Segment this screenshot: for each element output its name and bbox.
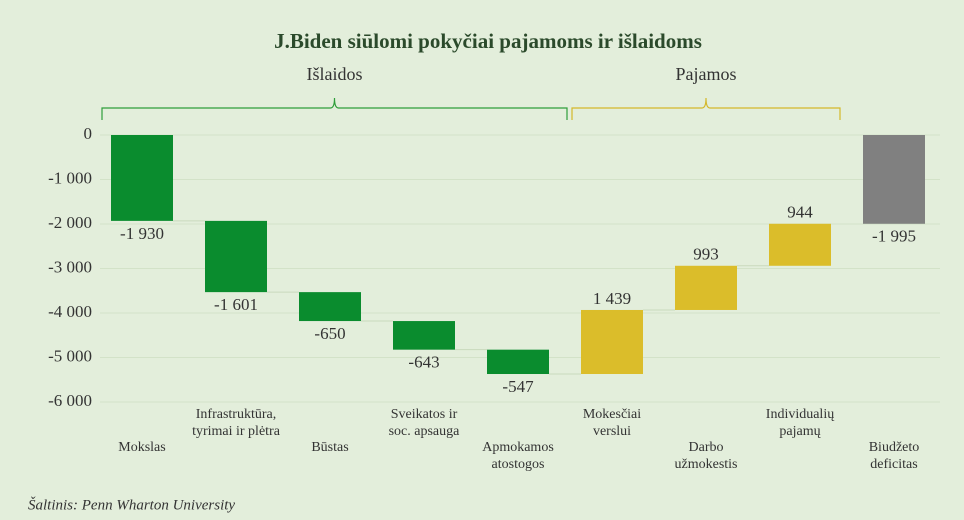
value-label: -1 601 [214,295,258,314]
x-tick-label: Individualių pajamų [766,407,834,439]
bar [393,321,455,350]
x-tick-label: Sveikatos ir soc. apsauga [389,407,461,439]
value-label: -650 [314,324,345,343]
value-label: 1 439 [593,289,631,308]
x-tick-label: Infrastruktūra, tyrimai ir plėtra [192,407,281,439]
bar [581,309,643,375]
chart-title: J.Biden siūlomi pokyčiai pajamoms ir išl… [274,29,702,53]
value-label: -1 930 [120,224,164,243]
group-bracket [101,97,568,120]
x-tick-label: Būstas [311,440,348,455]
y-tick-label: -5 000 [48,346,92,365]
bar [769,223,831,266]
value-label: 993 [693,245,719,264]
y-tick-label: -3 000 [48,257,92,276]
group-label: Pajamos [676,64,737,84]
y-tick-label: 0 [84,124,93,143]
value-label: 944 [787,203,813,222]
group-label: Išlaidos [307,64,363,84]
y-tick-label: -4 000 [48,302,92,321]
x-tick-label: Mokesčiai verslui [583,407,641,439]
value-label: -547 [502,377,534,396]
bar [487,349,549,375]
x-tick-label: Biudžeto deficitas [869,440,920,472]
bar [675,265,737,310]
x-tick-label: Darbo užmokestis [675,440,738,472]
bar [863,135,925,224]
x-tick-label: Mokslas [118,440,165,455]
value-label: -1 995 [872,227,916,246]
bar [205,220,267,293]
bar [299,292,361,322]
y-tick-label: -1 000 [48,168,92,187]
y-tick-label: -2 000 [48,213,92,232]
bar [111,135,173,221]
y-tick-label: -6 000 [48,391,92,410]
source: Šaltinis: Penn Wharton University [28,496,235,513]
value-label: -643 [408,353,439,372]
x-tick-label: Apmokamos atostogos [482,440,554,472]
group-bracket [571,97,841,120]
